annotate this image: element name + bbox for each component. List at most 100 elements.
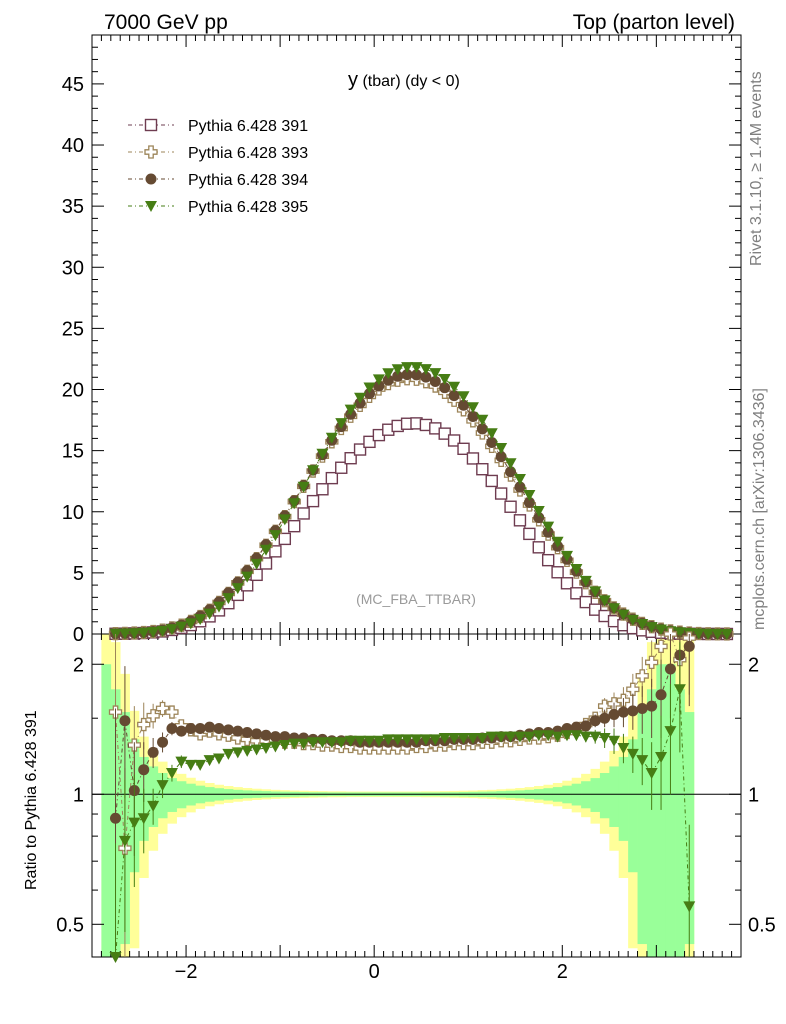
ratio-point-pythia-6-428-393 (165, 705, 179, 719)
ratio-point-pythia-6-428-394 (157, 736, 169, 748)
data-point-pythia-6-428-391 (259, 557, 273, 570)
ratio-uncertainty-bands (101, 634, 695, 957)
data-point-pythia-6-428-394 (505, 466, 517, 478)
data-point-pythia-6-428-394 (486, 436, 498, 448)
data-point-pythia-6-428-395 (504, 458, 517, 470)
band-green-bin (618, 756, 629, 841)
ratio-point-pythia-6-428-395 (419, 734, 432, 746)
data-point-pythia-6-428-394 (514, 481, 526, 493)
data-point-pythia-6-428-395 (448, 381, 461, 393)
data-point-pythia-6-428-394 (373, 380, 385, 392)
data-point-pythia-6-428-395 (250, 558, 263, 570)
data-point-pythia-6-428-395 (579, 575, 592, 587)
main-y-tick-label: 10 (62, 502, 84, 524)
data-point-pythia-6-428-395 (297, 481, 310, 493)
data-point-pythia-6-428-395 (222, 593, 235, 605)
band-green-bin (628, 739, 638, 873)
data-point-pythia-6-428-395 (513, 473, 526, 485)
ratio-point-pythia-6-428-394 (636, 702, 648, 714)
ratio-point-pythia-6-428-393 (644, 655, 659, 670)
ratio-point-pythia-6-428-395 (589, 731, 602, 743)
data-point-pythia-6-428-391 (344, 452, 357, 465)
ratio-point-pythia-6-428-395 (184, 759, 197, 771)
data-point-pythia-6-428-395 (156, 625, 169, 637)
data-point-pythia-6-428-395 (325, 432, 338, 444)
ratio-point-pythia-6-428-395 (438, 732, 451, 744)
data-point-pythia-6-428-391 (316, 483, 329, 496)
ratio-point-pythia-6-428-395 (222, 748, 235, 760)
data-point-pythia-6-428-391 (363, 435, 376, 449)
data-point-pythia-6-428-395 (260, 544, 273, 556)
ratio-point-pythia-6-428-395 (363, 735, 376, 747)
data-point-pythia-6-428-395 (608, 603, 621, 615)
ratio-point-pythia-6-428-395 (579, 731, 592, 743)
ratio-point-pythia-6-428-395 (542, 730, 555, 742)
data-point-pythia-6-428-391 (466, 452, 480, 465)
ratio-point-pythia-6-428-395 (636, 755, 649, 767)
header-right-label: Top (parton level) (573, 11, 735, 34)
data-point-pythia-6-428-391 (353, 443, 367, 456)
data-point-pythia-6-428-391 (560, 577, 574, 590)
ratio-point-pythia-6-428-395 (354, 735, 367, 747)
data-point-pythia-6-428-394 (467, 411, 479, 423)
ratio-point-pythia-6-428-395 (617, 742, 630, 754)
ratio-point-pythia-6-428-395 (137, 813, 150, 825)
legend: Pythia 6.428 391 Pythia 6.428 393 Pythia 6… (128, 118, 308, 216)
ratio-point-pythia-6-428-395 (382, 734, 395, 746)
main-panel-data (108, 362, 734, 641)
data-point-pythia-6-428-394 (392, 370, 404, 382)
ratio-y-tick-label-right: 2 (748, 654, 759, 676)
data-point-pythia-6-428-395 (457, 391, 470, 403)
ratio-point-pythia-6-428-395 (655, 751, 668, 763)
data-point-pythia-6-428-395 (288, 498, 301, 510)
data-point-pythia-6-428-394 (382, 374, 394, 386)
data-point-pythia-6-428-395 (391, 364, 404, 376)
band-green-bin (656, 664, 667, 957)
band-green-bin (101, 664, 112, 957)
main-y-tick-label: 15 (62, 441, 84, 463)
data-point-pythia-6-428-391 (513, 514, 527, 527)
data-point-pythia-6-428-395 (429, 368, 442, 380)
data-point-pythia-6-428-395 (184, 618, 197, 630)
data-point-pythia-6-428-394 (363, 388, 375, 400)
ratio-point-pythia-6-428-394 (617, 706, 629, 718)
data-point-pythia-6-428-394 (448, 390, 460, 402)
ratio-point-pythia-6-428-393 (635, 669, 649, 683)
ratio-point-pythia-6-428-395 (118, 835, 131, 847)
ratio-point-pythia-6-428-395 (325, 737, 338, 749)
ratio-y-tick-label-right: 1 (748, 784, 759, 806)
ratio-point-pythia-6-428-395 (307, 737, 320, 749)
band-green-bin (167, 778, 177, 812)
band-green-bin (665, 664, 676, 957)
ratio-point-pythia-6-428-394 (194, 722, 206, 734)
header-left-label: 7000 GeV pp (104, 11, 228, 34)
band-green-bin (637, 712, 648, 945)
data-point-pythia-6-428-395 (382, 368, 395, 380)
ratio-point-pythia-6-428-394 (589, 715, 601, 727)
ratio-point-pythia-6-428-395 (626, 748, 639, 760)
ratio-point-pythia-6-428-395 (570, 730, 583, 742)
data-point-pythia-6-428-394 (411, 369, 422, 381)
data-point-pythia-6-428-395 (307, 465, 320, 477)
ratio-point-pythia-6-428-394 (627, 705, 639, 717)
data-point-pythia-6-428-395 (118, 628, 131, 640)
data-point-pythia-6-428-395 (476, 414, 489, 426)
data-point-pythia-6-428-391 (325, 471, 339, 485)
data-point-pythia-6-428-395 (194, 614, 207, 626)
main-y-tick-label: 5 (73, 563, 84, 585)
ratio-point-pythia-6-428-394 (110, 812, 122, 824)
ratio-point-pythia-6-428-395 (401, 734, 414, 746)
ratio-panel-data (108, 627, 696, 963)
band-green-bin (599, 773, 610, 819)
ratio-y-tick-label-left: 2 (73, 654, 84, 676)
data-point-pythia-6-428-391 (278, 532, 292, 546)
ratio-point-pythia-6-428-394 (580, 720, 592, 732)
ratio-point-pythia-6-428-395 (513, 731, 526, 743)
data-point-pythia-6-428-391 (438, 427, 451, 440)
ratio-point-pythia-6-428-395 (231, 747, 244, 759)
ratio-point-pythia-6-428-395 (212, 753, 225, 765)
band-green-bin (675, 689, 685, 957)
ratio-point-pythia-6-428-395 (485, 731, 498, 743)
data-point-pythia-6-428-391 (532, 541, 545, 554)
ratio-point-pythia-6-428-393 (626, 682, 640, 696)
